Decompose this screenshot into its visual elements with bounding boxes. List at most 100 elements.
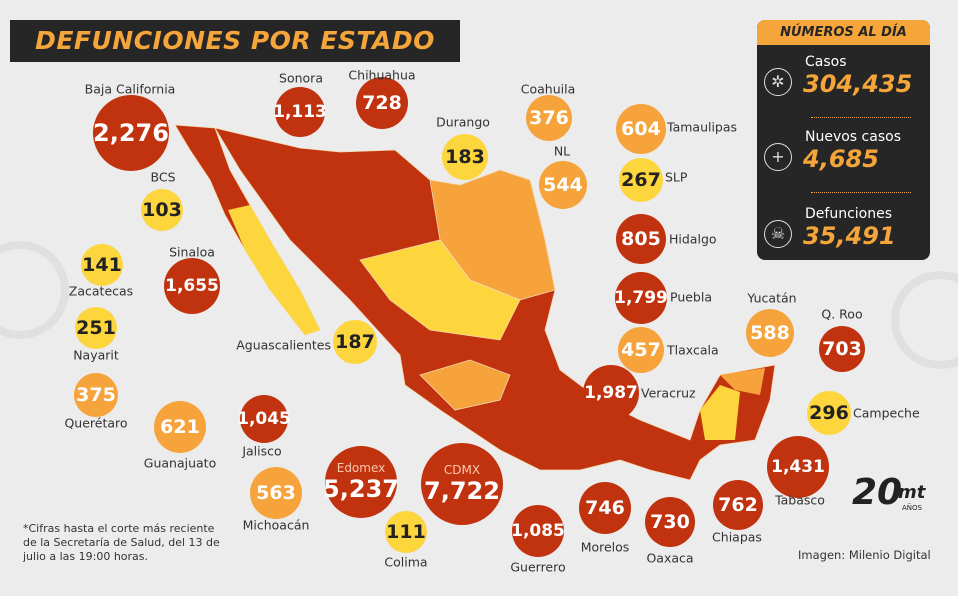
state-deaths-value: 187	[335, 331, 375, 353]
state-deaths-value: 544	[543, 174, 583, 196]
bubble-chiapas: 762	[713, 480, 763, 530]
state-label-veracruz: Veracruz	[641, 385, 696, 401]
state-deaths-value: 805	[621, 228, 661, 250]
bubble-cdmx: CDMX 7,722	[421, 443, 503, 525]
state-label-nl: NL	[553, 143, 571, 159]
state-deaths-value: 1,085	[511, 521, 565, 541]
bubble-baja-california: 2,276	[93, 95, 169, 171]
state-deaths-value: 183	[445, 146, 485, 168]
logo-sub: AÑOS	[902, 504, 922, 512]
state-label-chiapas: Chiapas	[712, 529, 762, 545]
milenio-20-years-logo: 20 mt AÑOS	[852, 472, 932, 520]
state-label-hidalgo: Hidalgo	[669, 231, 717, 247]
stat-new-cases: + Nuevos casos 4,685	[757, 123, 930, 183]
bubble-jalisco: 1,045	[237, 395, 291, 443]
image-credit: Imagen: Milenio Digital	[798, 548, 931, 562]
logo-brand: mt	[898, 482, 926, 503]
logo-number: 20	[852, 472, 903, 513]
bubble-q-roo: 703	[819, 326, 865, 372]
bubble-oaxaca: 730	[645, 497, 695, 547]
map-campeche	[700, 385, 740, 440]
state-deaths-value: 730	[650, 511, 690, 533]
state-deaths-value: 1,799	[614, 288, 668, 308]
state-deaths-value: 1,655	[165, 276, 219, 296]
state-label-campeche: Campeche	[853, 405, 920, 421]
state-deaths-value: 703	[822, 338, 862, 360]
footnote: *Cifras hasta el corte más reciente de l…	[23, 522, 220, 563]
bubble-aguascalientes: 187	[333, 320, 377, 364]
bubble-colima: 111	[385, 511, 427, 553]
state-deaths-value: 375	[76, 384, 116, 406]
bubble-michoacan: 563	[250, 467, 302, 519]
map-bajio	[419, 359, 511, 411]
state-label-guanajuato: Guanajuato	[143, 455, 217, 471]
state-label-jalisco: Jalisco	[242, 443, 282, 459]
map-yucatan	[720, 368, 765, 395]
stat-cases: ✲ Casos 304,435	[757, 48, 930, 108]
bubble-tabasco: 1,431	[767, 436, 829, 498]
state-deaths-value: 7,722	[424, 477, 500, 505]
panel-header: NÚMEROS AL DÍA	[757, 20, 930, 45]
stat-value: 35,491	[803, 222, 896, 250]
state-deaths-value: 621	[160, 416, 200, 438]
state-label-zacatecas: Zacatecas	[68, 283, 134, 299]
state-deaths-value: 5,237	[323, 475, 399, 503]
divider	[811, 192, 911, 193]
bubble-guerrero: 1,085	[511, 505, 565, 557]
bubble-durango: 183	[442, 134, 488, 180]
state-label-coahuila: Coahuila	[520, 81, 576, 97]
bubble-queretaro: 375	[74, 373, 118, 417]
bubble-bcs: 103	[141, 189, 183, 231]
state-deaths-value: 604	[621, 118, 661, 140]
stat-value: 4,685	[803, 145, 879, 173]
state-label-michoacan: Michoacán	[242, 517, 310, 533]
bubble-nl: 544	[539, 161, 587, 209]
state-label-sonora: Sonora	[279, 70, 323, 86]
stat-label: Defunciones	[805, 206, 893, 222]
stat-label: Casos	[805, 54, 847, 70]
state-label-yucatan: Yucatán	[747, 290, 797, 306]
state-deaths-value: 267	[621, 169, 661, 191]
bubble-guanajuato: 621	[154, 401, 206, 453]
state-deaths-value: 111	[386, 521, 426, 543]
state-deaths-value: 1,113	[273, 102, 327, 122]
bubble-hidalgo: 805	[616, 214, 666, 264]
state-label: CDMX	[443, 463, 481, 477]
state-label-puebla: Puebla	[670, 289, 712, 305]
virus-watermark	[891, 271, 958, 369]
state-label-tamaulipas: Tamaulipas	[667, 119, 738, 135]
state-label-oaxaca: Oaxaca	[646, 550, 694, 566]
state-label-tabasco: Tabasco	[775, 492, 825, 508]
state-deaths-value: 1,987	[584, 383, 638, 403]
bubble-campeche: 296	[807, 391, 851, 435]
state-label-morelos: Morelos	[580, 539, 630, 555]
state-label-bcs: BCS	[150, 169, 176, 185]
state-label-baja-california: Baja California	[84, 81, 176, 97]
state-deaths-value: 762	[718, 494, 758, 516]
bubble-tamaulipas: 604	[616, 104, 666, 154]
stat-value: 304,435	[803, 70, 913, 98]
bubble-edomex: Edomex 5,237	[323, 446, 399, 518]
state-label: Edomex	[336, 461, 386, 475]
divider	[811, 117, 911, 118]
state-deaths-value: 1,431	[771, 457, 825, 477]
bubble-coahuila: 376	[526, 95, 572, 141]
state-deaths-value: 103	[142, 199, 182, 221]
state-label-durango: Durango	[436, 114, 490, 130]
stat-deaths: ☠ Defunciones 35,491	[757, 200, 930, 260]
bubble-yucatan: 588	[746, 309, 794, 357]
state-deaths-value: 141	[82, 254, 122, 276]
state-deaths-value: 2,276	[93, 119, 169, 147]
page-title: DEFUNCIONES POR ESTADO	[10, 20, 460, 62]
bubble-nayarit: 251	[75, 307, 117, 349]
state-label-aguascalientes: Aguascalientes	[236, 337, 331, 353]
daily-numbers-panel: NÚMEROS AL DÍA ✲ Casos 304,435 + Nuevos …	[757, 20, 930, 260]
map-central	[359, 239, 521, 341]
bubble-puebla: 1,799	[614, 272, 668, 324]
state-deaths-value: 1,045	[237, 409, 291, 429]
state-label-q-roo: Q. Roo	[821, 306, 863, 322]
virus-icon: ✲	[764, 68, 792, 96]
state-label-tlaxcala: Tlaxcala	[667, 342, 719, 358]
state-deaths-value: 563	[256, 482, 296, 504]
